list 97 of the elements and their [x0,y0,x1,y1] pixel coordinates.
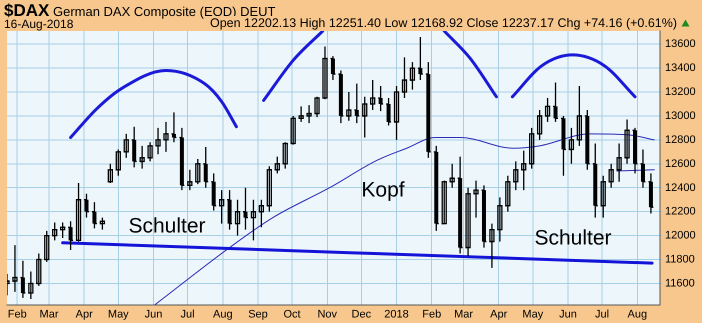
x-tick-label: Sep [248,308,268,321]
candlestick [529,127,534,170]
candlestick [163,121,169,152]
candlestick [608,163,614,188]
annotation: Schulter [534,226,612,250]
x-tick-label: Mar [454,308,474,321]
candlestick [195,158,200,185]
y-tick-label: 13200 [665,86,696,98]
candlestick [576,85,582,147]
candlestick [354,82,359,124]
candlestick [60,222,66,239]
line-series [69,68,238,139]
candlestick [362,96,368,138]
candlestick [12,244,18,292]
annotation: Schulter [128,214,206,238]
candlestick [410,61,416,90]
candlestick [132,126,136,168]
text: Open 12202.13 High 12251.40 Low 12168.92 Close 12237.17 Chg +74.16 (+0.61%) [210,16,678,30]
x-tick-label: Jul [180,308,195,321]
x-tick-label: May [108,308,130,321]
candlestick [282,142,288,170]
y-tick-label: 12200 [665,206,696,218]
x-tick-label: Apr [76,308,94,321]
candlestick [489,222,495,269]
candlestick [624,118,630,164]
candlestick [568,127,574,164]
candlestick [505,175,510,212]
y-tick-label: 12600 [665,158,696,170]
y-tick-label: 11800 [665,254,695,266]
candlestick [314,96,320,118]
x-tick-label: Oct [283,308,301,321]
candlestick [521,150,526,191]
candlestick [147,142,153,162]
candlestick [585,109,590,170]
candlestick [124,133,129,158]
x-tick-label: May [522,308,544,321]
candlestick [266,166,272,212]
y-tick-label: 12000 [665,230,696,242]
candlestick [76,182,82,242]
x-tick-label: Dec [352,308,372,321]
candlestick [536,109,542,141]
y-tick-label: 13400 [665,62,696,74]
x-tick-label: Feb [8,308,27,321]
y-tick-label: 11600 [665,277,695,290]
x-tick-label: Mar [40,308,59,321]
candlestick [100,217,106,230]
candlestick [290,115,296,146]
candlestick [28,270,34,300]
candlestick [426,61,430,158]
candlestick [442,180,447,224]
candlestick [204,146,208,188]
y-tick-label: 12400 [665,182,696,194]
candlestick [593,142,598,218]
candlestick [139,145,145,170]
candlestick [370,79,376,111]
candlestick [394,85,400,141]
candlestick [274,156,280,174]
candlestick [108,163,113,184]
x-tick-label: 2018 [384,308,409,321]
candlestick [52,222,58,242]
x-tick-label: Nov [317,308,338,321]
chart-subtitle: 16-Aug-2018 [4,17,74,31]
candlestick [234,199,240,236]
candlestick [212,172,216,212]
candlestick [258,199,264,228]
candlestick [187,169,192,191]
candlestick [36,252,42,287]
candlestick [544,97,550,123]
candlestick [250,199,256,242]
candlestick [322,46,328,100]
candlestick [616,142,622,182]
annotation: Kopf [361,178,405,202]
y-tick-label: 12800 [665,134,696,146]
candlestick [306,104,312,124]
candlestick [44,230,50,263]
candlestick [450,163,455,188]
y-tick-label: 13600 [665,38,696,50]
candlestick [346,91,352,122]
candlestick [473,180,479,218]
x-tick-label: Aug [628,308,648,321]
candlestick [497,196,503,242]
candlestick [465,187,471,257]
candlestick [155,127,161,155]
x-tick-label: Aug [212,308,233,321]
x-tick-label: Jul [595,308,610,321]
x-tick-label: Feb [422,308,442,321]
candlestick [600,175,606,218]
candlestick [298,106,304,123]
y-tick-label: 13000 [665,110,696,122]
candlestick [513,160,518,191]
candlestick [218,189,224,224]
candlestick [434,145,438,232]
x-tick-label: Jun [144,308,162,321]
candlestick [116,148,121,176]
candlestick [402,56,408,99]
x-tick-label: Jun [559,308,577,321]
x-tick-label: Apr [490,308,508,321]
